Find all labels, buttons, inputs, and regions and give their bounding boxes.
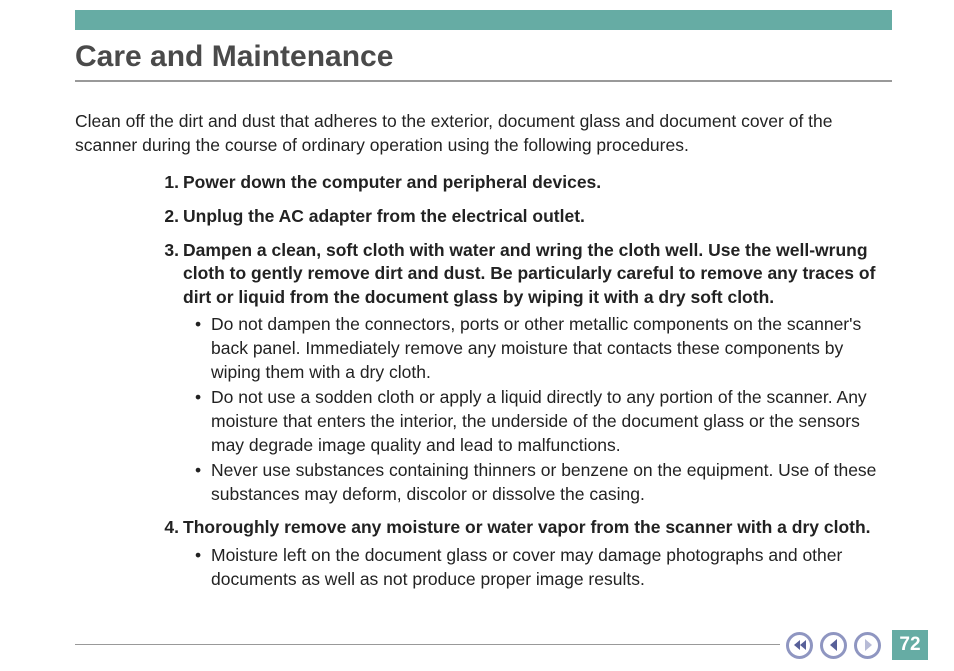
bullet-list: Moisture left on the document glass or c… [183, 544, 892, 591]
bullet-item: Never use substances containing thinners… [211, 459, 892, 506]
chevron-right-icon [861, 638, 875, 652]
step-number: 4. [155, 516, 179, 540]
header-bar [75, 10, 892, 30]
bullet-list: Do not dampen the connectors, ports or o… [183, 313, 892, 506]
step-item: 4.Thoroughly remove any moisture or wate… [183, 516, 892, 591]
nav-first-button[interactable] [786, 632, 813, 659]
step-number: 2. [155, 205, 179, 229]
rewind-icon [793, 638, 807, 652]
step-number: 1. [155, 171, 179, 195]
footer-rule [75, 644, 780, 645]
footer-nav: 72 [786, 630, 928, 660]
bullet-item: Moisture left on the document glass or c… [211, 544, 892, 591]
chevron-left-icon [827, 638, 841, 652]
title-zone: Care and Maintenance [75, 40, 892, 82]
step-list: 1.Power down the computer and peripheral… [75, 171, 892, 591]
nav-prev-button[interactable] [820, 632, 847, 659]
step-text: Unplug the AC adapter from the electrica… [183, 206, 585, 226]
bullet-item: Do not use a sodden cloth or apply a liq… [211, 386, 892, 457]
step-item: 1.Power down the computer and peripheral… [183, 171, 892, 195]
step-item: 3.Dampen a clean, soft cloth with water … [183, 239, 892, 507]
nav-next-button[interactable] [854, 632, 881, 659]
step-text: Thoroughly remove any moisture or water … [183, 517, 871, 537]
step-text: Dampen a clean, soft cloth with water an… [183, 240, 875, 307]
page-title: Care and Maintenance [75, 40, 892, 82]
bullet-item: Do not dampen the connectors, ports or o… [211, 313, 892, 384]
page-number-badge: 72 [892, 630, 928, 660]
step-text: Power down the computer and peripheral d… [183, 172, 601, 192]
content: Clean off the dirt and dust that adheres… [75, 110, 892, 601]
step-number: 3. [155, 239, 179, 263]
step-item: 2.Unplug the AC adapter from the electri… [183, 205, 892, 229]
intro-paragraph: Clean off the dirt and dust that adheres… [75, 110, 892, 157]
